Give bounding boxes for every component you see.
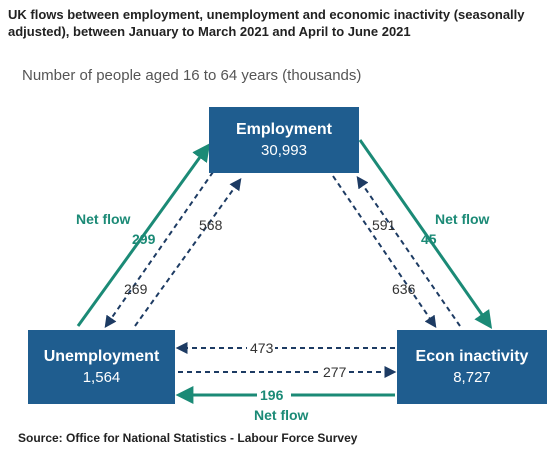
unemployment-box: Unemployment 1,564 bbox=[28, 330, 175, 404]
net-flow-label-right: Net flow bbox=[435, 211, 490, 227]
employment-box: Employment 30,993 bbox=[209, 107, 359, 173]
flow-label-591: 591 bbox=[372, 217, 396, 233]
chart-title: UK flows between employment, unemploymen… bbox=[8, 7, 525, 39]
net-flow-arrow-unemp-emp bbox=[76, 143, 211, 327]
net-flow-label-left: Net flow bbox=[76, 211, 131, 227]
econ-inactivity-box: Econ inactivity 8,727 bbox=[397, 330, 547, 404]
flow-label-473: 473 bbox=[250, 340, 274, 356]
econ-inactivity-name: Econ inactivity bbox=[415, 348, 529, 365]
net-flow-value-299: 299 bbox=[132, 231, 156, 247]
net-flow-value-196: 196 bbox=[260, 387, 284, 403]
unemployment-value: 1,564 bbox=[82, 369, 121, 386]
net-flow-arrow-emp-inactive bbox=[358, 139, 493, 329]
flow-label-277: 277 bbox=[323, 364, 347, 380]
employment-value: 30,993 bbox=[261, 142, 307, 159]
flow-label-568: 568 bbox=[199, 217, 223, 233]
flow-arrow-inactive-to-emp bbox=[356, 176, 461, 327]
chart-subtitle: Number of people aged 16 to 64 years (th… bbox=[22, 67, 362, 84]
unemployment-name: Unemployment bbox=[43, 348, 160, 365]
flow-label-636: 636 bbox=[392, 281, 416, 297]
flow-arrow-emp-to-unemp bbox=[104, 171, 214, 328]
flow-arrow-unemp-to-emp bbox=[134, 178, 242, 327]
net-flow-value-45: 45 bbox=[421, 231, 437, 247]
employment-name: Employment bbox=[235, 121, 332, 138]
net-flow-label-bottom: Net flow bbox=[254, 407, 309, 423]
econ-inactivity-value: 8,727 bbox=[453, 369, 491, 386]
flow-label-269: 269 bbox=[124, 281, 148, 297]
source-note: Source: Office for National Statistics -… bbox=[18, 431, 358, 445]
flow-arrow-emp-to-inactive bbox=[332, 175, 437, 328]
